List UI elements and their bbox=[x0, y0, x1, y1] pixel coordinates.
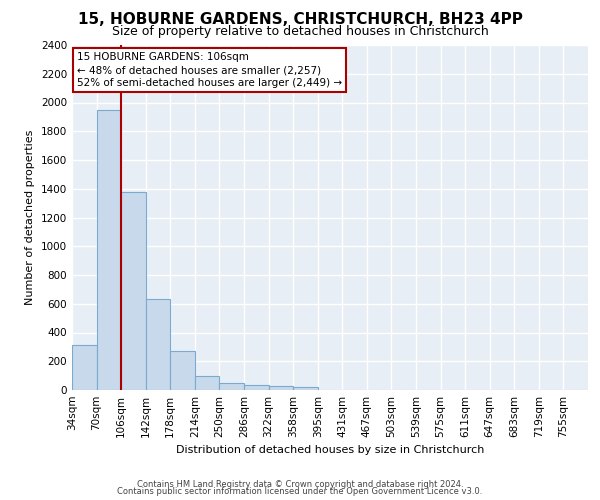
Bar bbox=[121, 192, 146, 390]
Text: 15, HOBURNE GARDENS, CHRISTCHURCH, BH23 4PP: 15, HOBURNE GARDENS, CHRISTCHURCH, BH23 … bbox=[77, 12, 523, 28]
Bar bbox=[195, 376, 220, 390]
Text: 15 HOBURNE GARDENS: 106sqm
← 48% of detached houses are smaller (2,257)
52% of s: 15 HOBURNE GARDENS: 106sqm ← 48% of deta… bbox=[77, 52, 342, 88]
Y-axis label: Number of detached properties: Number of detached properties bbox=[25, 130, 35, 305]
Bar bbox=[97, 110, 121, 390]
Text: Size of property relative to detached houses in Christchurch: Size of property relative to detached ho… bbox=[112, 25, 488, 38]
Bar bbox=[244, 385, 269, 390]
Bar bbox=[146, 300, 170, 390]
Text: Contains HM Land Registry data © Crown copyright and database right 2024.: Contains HM Land Registry data © Crown c… bbox=[137, 480, 463, 489]
Bar bbox=[72, 344, 97, 390]
Bar bbox=[220, 383, 244, 390]
Bar bbox=[293, 387, 318, 390]
Bar bbox=[269, 386, 293, 390]
Bar bbox=[170, 351, 195, 390]
Text: Contains public sector information licensed under the Open Government Licence v3: Contains public sector information licen… bbox=[118, 487, 482, 496]
X-axis label: Distribution of detached houses by size in Christchurch: Distribution of detached houses by size … bbox=[176, 446, 484, 456]
